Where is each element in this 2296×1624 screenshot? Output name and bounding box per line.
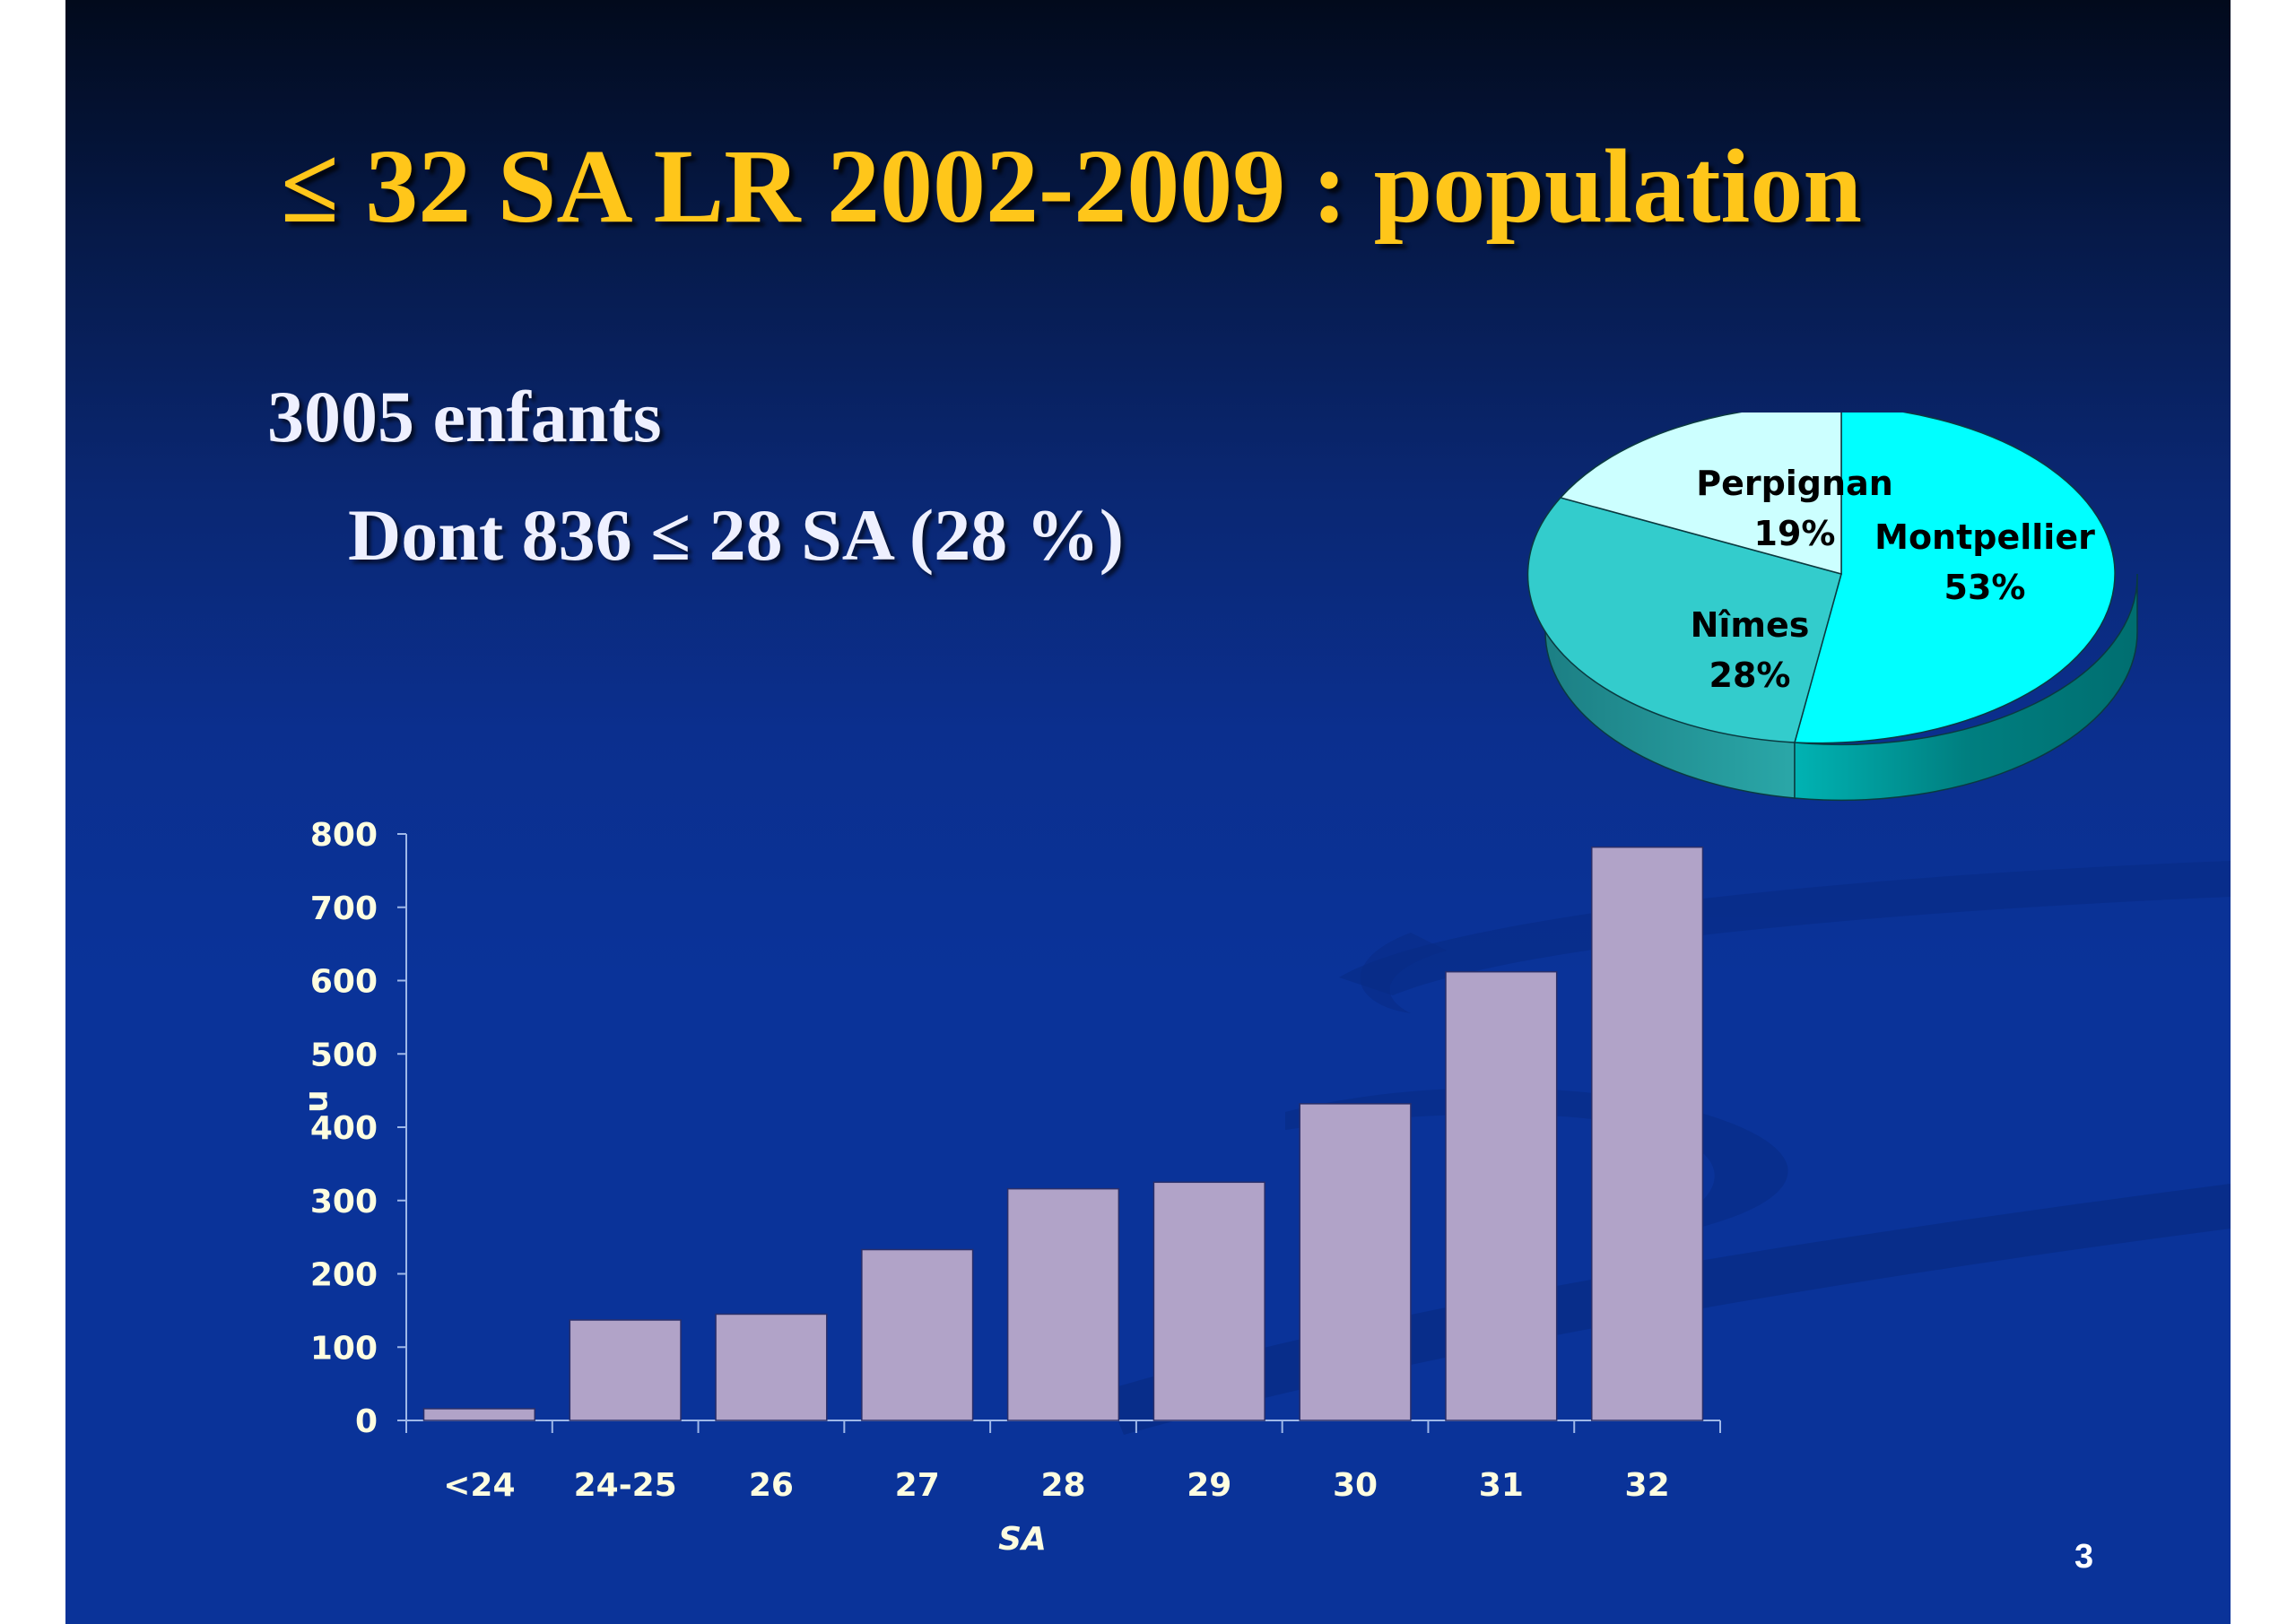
x-tick-label: 26 — [749, 1467, 794, 1504]
x-tick-label: 31 — [1479, 1467, 1524, 1504]
bar-28 — [1006, 1187, 1120, 1421]
pie-label-nimes-value: 28% — [1709, 656, 1791, 695]
pie-label-perpignan-value: 19% — [1754, 514, 1836, 553]
pie-chart: Montpellier 53% Nîmes 28% Perpignan 19% — [1526, 413, 2138, 802]
y-tick-label: 500 — [310, 1037, 378, 1073]
bars — [422, 846, 1704, 1421]
slide-title: ≤ 32 SA LR 2002-2009 : population — [281, 127, 1862, 245]
slide: ≤ 32 SA LR 2002-2009 : population 3005 e… — [65, 0, 2231, 1624]
x-tick-label: 30 — [1333, 1467, 1378, 1504]
bar-<24 — [422, 1408, 535, 1421]
y-tick-label: 200 — [310, 1257, 378, 1294]
pie-label-montpellier-name: Montpellier — [1874, 517, 2095, 557]
y-tick-label: 300 — [310, 1184, 378, 1220]
x-tick-label: 32 — [1625, 1467, 1670, 1504]
x-axis — [397, 1420, 1721, 1433]
y-tick-label: 800 — [310, 817, 378, 854]
bar-29 — [1152, 1181, 1265, 1421]
pie-slice-nimes — [1526, 497, 1842, 743]
bar-32 — [1591, 846, 1704, 1421]
pie-slice-montpellier — [1794, 413, 2116, 744]
x-tick-label: 28 — [1040, 1467, 1085, 1504]
y-tick-label: 400 — [310, 1110, 378, 1147]
x-tick-label: 29 — [1187, 1467, 1231, 1504]
bar-31 — [1445, 970, 1558, 1421]
pie-label-montpellier-value: 53% — [1944, 568, 2026, 607]
y-tick-label: 100 — [310, 1330, 378, 1367]
y-axis-title: n — [301, 1090, 338, 1113]
pie-side-montpellier — [1794, 573, 2138, 802]
x-tick-label: 24-25 — [574, 1467, 677, 1504]
y-tick-label: 700 — [310, 890, 378, 927]
page-number: 3 — [2074, 1538, 2094, 1576]
x-tick-label: <24 — [443, 1467, 515, 1504]
x-axis-title: SA — [998, 1521, 1047, 1558]
bar-24-25 — [569, 1319, 682, 1421]
subset-28sa-text: Dont 836 ≤ 28 SA (28 %) — [348, 494, 1125, 576]
y-tick-label: 0 — [355, 1403, 378, 1440]
bar-chart: 0 100 200 300 400 500 600 700 800 <24 24-25 26 27 28… — [301, 817, 1721, 1558]
y-axis: 0 100 200 300 400 500 600 700 800 — [310, 817, 407, 1440]
bar-30 — [1299, 1103, 1412, 1421]
bar-26 — [715, 1313, 828, 1421]
x-tick-label: 27 — [895, 1467, 940, 1504]
y-tick-label: 600 — [310, 964, 378, 1001]
total-children-text: 3005 enfants — [267, 376, 662, 457]
bar-27 — [861, 1248, 974, 1421]
pie-label-perpignan-name: Perpignan — [1696, 464, 1893, 503]
pie-slice-perpignan — [1559, 413, 1842, 575]
pie-label-nimes-name: Nîmes — [1691, 605, 1810, 645]
